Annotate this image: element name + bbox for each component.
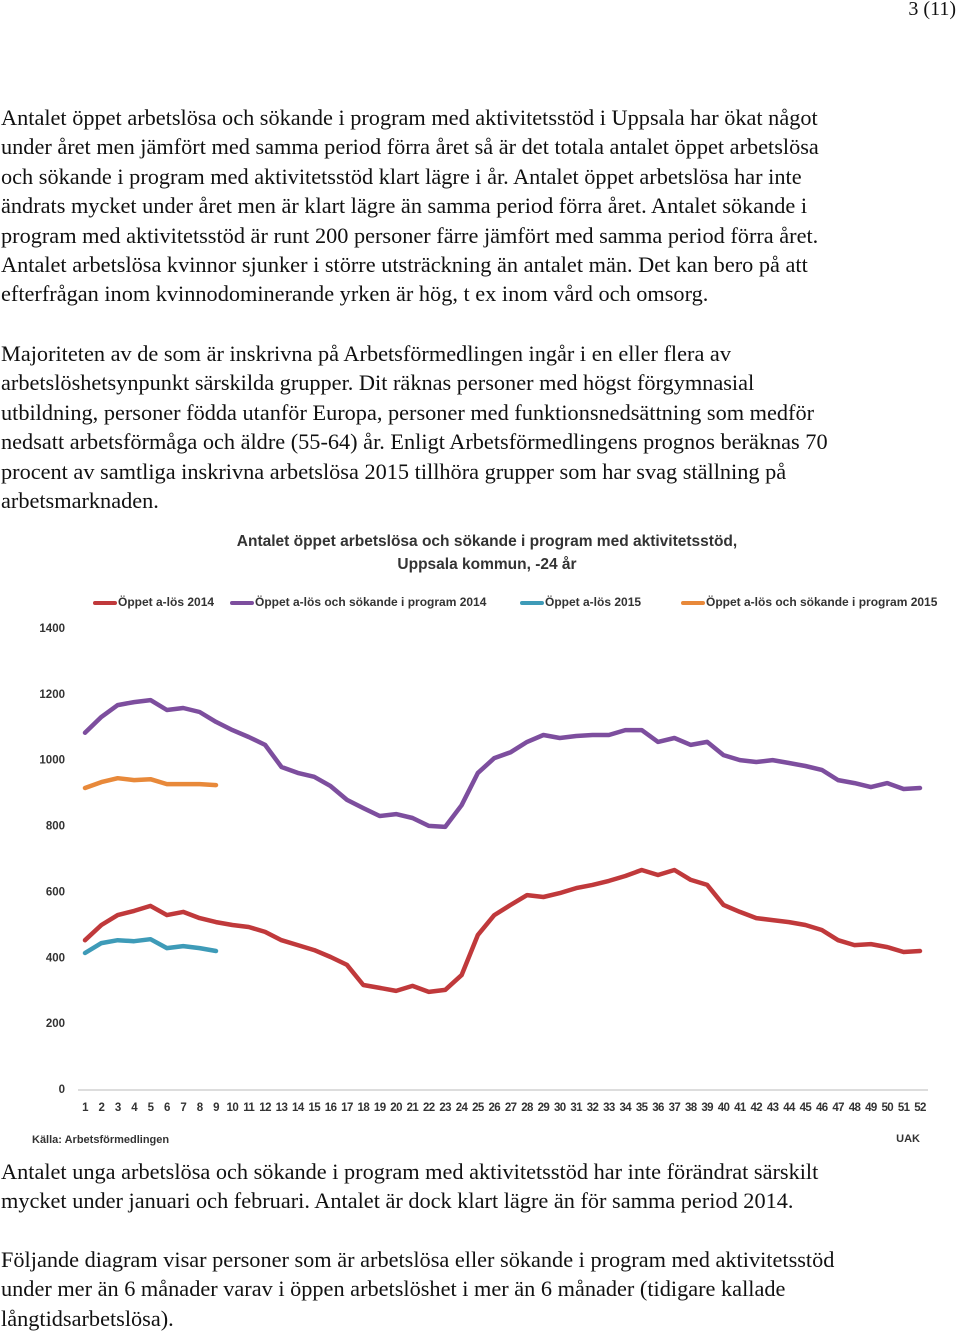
x-tick-label: 47	[832, 1102, 844, 1114]
x-tick-label: 15	[308, 1102, 321, 1114]
x-tick-label: 29	[538, 1102, 550, 1114]
x-tick-label: 33	[603, 1102, 615, 1114]
x-tick-label: 48	[849, 1102, 862, 1114]
y-tick-label: 1400	[39, 623, 65, 635]
text-line: under mer än 6 månader varav i öppen arb…	[1, 1276, 786, 1302]
x-tick-label: 8	[197, 1102, 204, 1114]
text-line: arbetsmarknaden.	[1, 488, 159, 514]
text-line: långtidsarbetslösa).	[1, 1305, 174, 1331]
y-tick-label: 200	[46, 1018, 65, 1030]
x-tick-label: 37	[669, 1102, 681, 1114]
x-tick-label: 46	[816, 1102, 828, 1114]
x-tick-label: 1	[82, 1102, 89, 1114]
x-tick-label: 45	[800, 1102, 813, 1114]
paragraph: Följande diagram visar personer som är a…	[1, 1245, 834, 1333]
x-tick-label: 20	[390, 1102, 402, 1114]
text-line: Följande diagram visar personer som är a…	[1, 1247, 835, 1272]
x-tick-label: 30	[554, 1102, 566, 1114]
x-tick-label: 38	[685, 1102, 698, 1114]
paragraph: Majoriteten av de som är inskrivna på Ar…	[1, 339, 828, 515]
x-tick-label: 39	[701, 1102, 713, 1114]
x-tick-label: 44	[783, 1102, 796, 1114]
data-line	[82, 867, 923, 995]
x-tick-label: 17	[341, 1102, 353, 1114]
source: Källa: Arbetsförmedlingen	[32, 1134, 169, 1146]
x-tick-label: 41	[734, 1102, 747, 1114]
legend-label: Öppet a-lös och sökande i program 2015	[706, 594, 938, 609]
x-tick-label: 25	[472, 1102, 485, 1114]
legend-label: Öppet a-lös och sökande i program 2014	[255, 594, 487, 609]
x-tick-label: 4	[131, 1102, 138, 1114]
text-line: efterfrågan inom kvinnodominerande yrken…	[1, 281, 709, 307]
x-tick-label: 24	[456, 1102, 469, 1114]
text-line: nedsatt arbetsförmåga och äldre (55-64) …	[1, 429, 828, 455]
x-tick-label: 31	[570, 1102, 583, 1114]
y-tick-label: 0	[59, 1084, 65, 1096]
x-tick-label: 9	[213, 1102, 219, 1114]
y-tick-label: 400	[46, 952, 65, 964]
text-line: under året men jämfört med samma period …	[1, 134, 819, 160]
paragraph: Antalet öppet arbetslösa och sökande i p…	[1, 103, 819, 309]
x-tick-label: 43	[767, 1102, 779, 1114]
text-line: procent av samtliga inskrivna arbetslösa…	[1, 458, 787, 484]
x-tick-label: 23	[439, 1102, 451, 1114]
x-tick-label: 34	[619, 1102, 632, 1114]
page-number: 3 (11)	[908, 0, 956, 20]
credit: UAK	[896, 1133, 920, 1145]
x-tick-label: 27	[505, 1102, 517, 1114]
x-tick-label: 36	[652, 1102, 664, 1114]
text-line: Antalet arbetslösa kvinnor sjunker i stö…	[1, 252, 808, 278]
chart-title: Uppsala kommun, -24 år	[397, 556, 576, 573]
x-tick-label: 5	[148, 1102, 155, 1114]
chart: Antalet öppet arbetslösa och sökande i p…	[32, 533, 938, 1146]
text-line: utbildning, personer födda utanför Europ…	[1, 399, 815, 425]
text-line: arbetslöshetsynpunkt särskilda grupper. …	[1, 370, 755, 396]
x-tick-label: 16	[325, 1102, 337, 1114]
x-tick-label: 10	[227, 1102, 239, 1114]
text-line: Antalet unga arbetslösa och sökande i pr…	[1, 1159, 819, 1184]
text-line: mycket under januari och februari. Antal…	[1, 1188, 794, 1214]
x-tick-label: 26	[489, 1102, 501, 1114]
x-tick-label: 2	[98, 1102, 104, 1114]
x-tick-label: 18	[358, 1102, 371, 1114]
data-line	[82, 936, 219, 956]
text-line: program med aktivitetsstöd är runt 200 p…	[1, 222, 819, 248]
x-tick-label: 49	[865, 1102, 877, 1114]
text-line: och sökande i program med aktivitetsstöd…	[1, 163, 802, 189]
chart-title: Antalet öppet arbetslösa och sökande i p…	[237, 533, 737, 550]
x-tick-label: 50	[881, 1102, 893, 1114]
x-tick-label: 52	[914, 1102, 926, 1114]
y-tick-label: 1200	[39, 689, 65, 701]
x-tick-label: 42	[750, 1102, 762, 1114]
legend-label: Öppet a-lös 2015	[545, 594, 641, 609]
x-tick-label: 32	[587, 1102, 599, 1114]
text-line: Antalet öppet arbetslösa och sökande i p…	[1, 105, 818, 130]
x-tick-label: 11	[243, 1102, 255, 1114]
x-tick-label: 13	[276, 1102, 288, 1114]
x-tick-label: 7	[180, 1102, 186, 1114]
x-tick-label: 3	[115, 1102, 121, 1114]
text-line: ändrats mycket under året men är klart l…	[1, 193, 808, 219]
x-tick-label: 22	[423, 1102, 435, 1114]
y-tick-label: 1000	[39, 755, 65, 767]
x-tick-label: 40	[718, 1102, 730, 1114]
x-tick-label: 12	[259, 1102, 271, 1114]
x-tick-label: 35	[636, 1102, 649, 1114]
legend-label: Öppet a-lös 2014	[118, 594, 214, 609]
x-tick-label: 28	[521, 1102, 534, 1114]
x-tick-label: 51	[898, 1102, 911, 1114]
x-tick-label: 21	[407, 1102, 420, 1114]
text-line: Majoriteten av de som är inskrivna på Ar…	[1, 341, 731, 366]
data-line	[82, 697, 923, 830]
x-tick-label: 14	[292, 1102, 305, 1114]
y-tick-label: 600	[46, 886, 65, 898]
x-tick-label: 19	[374, 1102, 386, 1114]
paragraph: Antalet unga arbetslösa och sökande i pr…	[1, 1157, 818, 1216]
y-tick-label: 800	[46, 821, 65, 833]
data-line	[82, 775, 219, 791]
x-tick-label: 6	[164, 1102, 170, 1114]
